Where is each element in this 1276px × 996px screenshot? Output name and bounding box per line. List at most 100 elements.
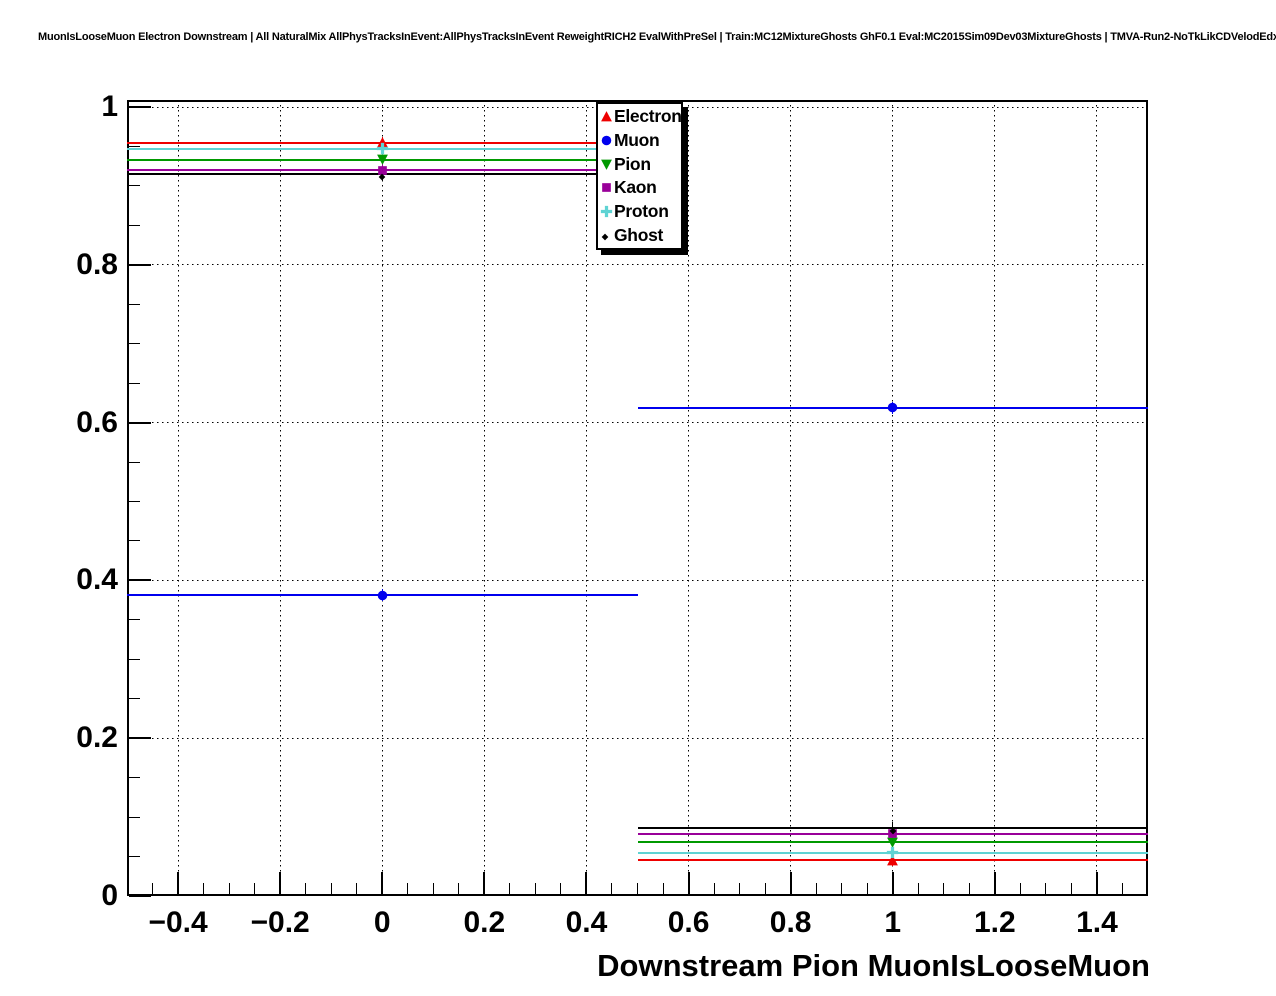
kaon-square-marker-icon: [376, 164, 389, 177]
x-grid-line: [483, 100, 485, 896]
proton-cross-marker-icon: [376, 142, 389, 155]
x-tick: [891, 872, 894, 894]
x-tick: [177, 872, 180, 894]
y-tick-label: 0.6: [76, 405, 118, 439]
x-minor-tick: [739, 883, 741, 894]
x-minor-tick: [1019, 883, 1021, 894]
electron-triangle-up-marker-icon: [376, 136, 389, 149]
x-tick-label: 1.4: [1076, 906, 1118, 939]
legend-label-muon: Muon: [614, 130, 660, 150]
x-tick: [483, 872, 486, 894]
y-minor-tick: [129, 461, 140, 463]
y-minor-tick: [129, 185, 140, 187]
y-minor-tick: [129, 856, 140, 858]
x-tick-label: 0.2: [463, 906, 506, 939]
x-tick: [585, 872, 588, 894]
x-tick-label: −0.2: [250, 906, 310, 939]
x-grid-line: [381, 100, 383, 896]
x-minor-tick: [509, 883, 511, 894]
y-tick: [129, 895, 151, 897]
y-minor-tick: [129, 343, 140, 345]
plot-title: MuonIsLooseMuon Electron Downstream | Al…: [38, 31, 1276, 43]
legend-item-ghost: Ghost: [600, 223, 681, 247]
y-minor-tick: [129, 146, 140, 148]
x-minor-tick: [968, 883, 970, 894]
x-minor-tick: [611, 883, 613, 894]
electron-triangle-up-icon: [600, 110, 613, 123]
y-grid-line: [127, 264, 1148, 266]
x-tick: [993, 872, 996, 894]
legend-item-muon: Muon: [600, 129, 681, 153]
y-minor-tick: [129, 224, 140, 226]
y-minor-tick: [129, 619, 140, 621]
x-minor-tick: [662, 883, 664, 894]
y-tick: [129, 263, 151, 266]
x-minor-tick: [866, 883, 868, 894]
y-grid-line: [127, 579, 1148, 581]
x-tick: [1095, 872, 1098, 894]
plot-frame: [127, 100, 1148, 896]
y-tick-label: 1: [101, 90, 118, 124]
y-minor-tick: [129, 501, 140, 503]
pion-triangle-down-marker-icon: [886, 836, 899, 849]
pion-triangle-down-marker-icon: [376, 153, 389, 166]
y-grid-line: [127, 422, 1148, 424]
x-minor-tick: [560, 883, 562, 894]
x-minor-tick: [1121, 883, 1123, 894]
y-tick: [129, 106, 151, 109]
legend-item-electron: Electron: [600, 105, 682, 129]
x-tick: [279, 872, 282, 894]
x-grid-line: [585, 100, 587, 896]
y-minor-tick: [129, 777, 140, 779]
ghost-diamond-marker-icon: [888, 823, 898, 835]
x-grid-line: [688, 100, 690, 896]
x-tick-label: 1.2: [973, 906, 1016, 939]
ghost-diamond-icon: [600, 229, 613, 242]
x-grid-line: [790, 100, 792, 896]
y-tick: [129, 737, 151, 740]
kaon-square-icon: [600, 181, 613, 194]
y-minor-tick: [129, 816, 140, 818]
x-tick-label: 0.6: [667, 906, 710, 939]
x-minor-tick: [228, 883, 230, 894]
x-minor-tick: [356, 883, 358, 894]
x-grid-line: [279, 100, 281, 896]
x-tick-label: 1: [884, 906, 902, 939]
x-minor-tick: [152, 883, 154, 894]
y-minor-tick: [129, 540, 140, 542]
y-tick-label: 0.4: [76, 563, 118, 597]
x-minor-tick: [815, 883, 817, 894]
x-tick: [381, 872, 384, 894]
x-tick-label: 0.8: [769, 906, 812, 939]
x-grid-line: [177, 100, 179, 896]
x-grid-line: [1096, 100, 1098, 896]
y-minor-tick: [129, 658, 140, 660]
muon-circle-marker-icon: [886, 401, 899, 414]
x-minor-tick: [637, 883, 638, 894]
x-minor-tick: [458, 883, 460, 894]
x-minor-tick: [1070, 883, 1072, 894]
legend: Electron Muon Pion Kaon Proton Ghost: [596, 102, 683, 250]
legend-label-pion: Pion: [614, 153, 651, 174]
y-minor-tick: [129, 382, 140, 384]
legend-item-pion: Pion: [600, 152, 681, 176]
pion-triangle-down-icon: [600, 158, 613, 171]
y-tick: [129, 421, 151, 424]
y-tick-label: 0.8: [76, 247, 118, 281]
y-minor-tick: [129, 698, 140, 700]
x-tick-label: 0: [373, 906, 391, 939]
x-minor-tick: [917, 883, 919, 894]
x-minor-tick: [713, 883, 715, 894]
ghost-diamond-marker-icon: [377, 169, 387, 181]
legend-label-electron: Electron: [614, 106, 682, 127]
y-grid-line: [127, 737, 1148, 739]
proton-cross-icon: [600, 205, 613, 218]
electron-triangle-up-marker-icon: [886, 854, 899, 867]
x-minor-tick: [305, 883, 307, 894]
x-minor-tick: [1045, 883, 1047, 894]
x-minor-tick: [432, 883, 434, 894]
y-tick: [129, 579, 151, 582]
x-tick-label: −0.4: [148, 906, 208, 939]
legend-item-proton: Proton: [600, 200, 681, 224]
